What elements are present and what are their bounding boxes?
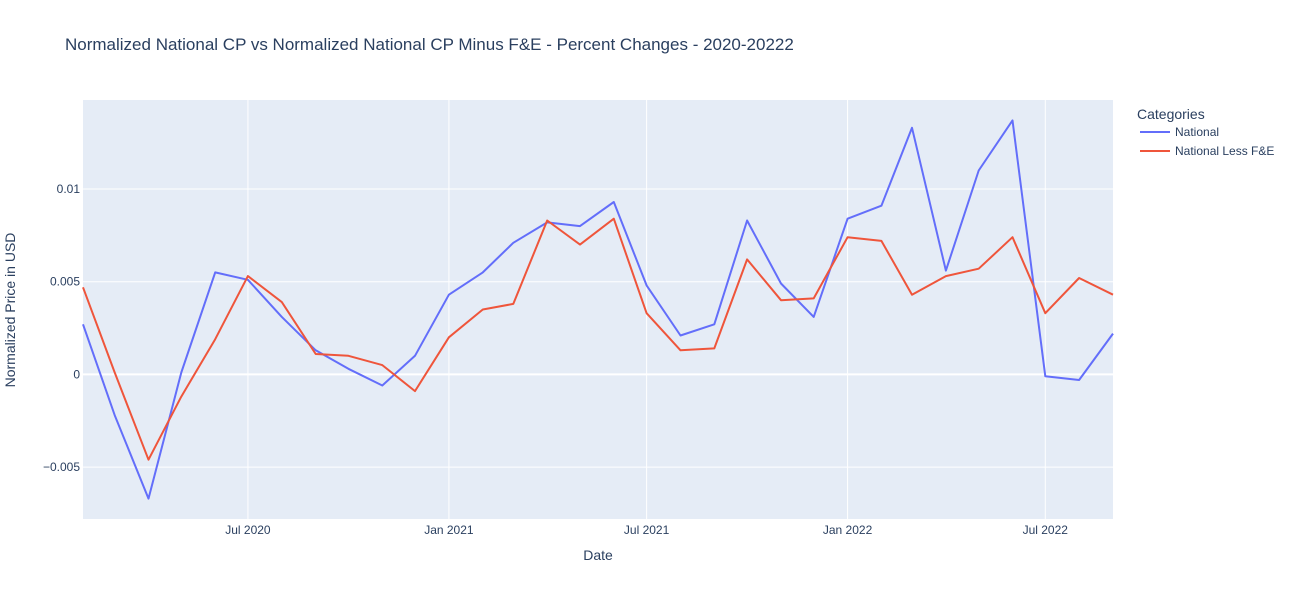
x-axis-label: Date (583, 547, 613, 563)
legend-items: National National Less F&E (1140, 125, 1274, 158)
series-line-national (82, 119, 1114, 500)
legend-label: National (1175, 125, 1219, 139)
x-tick-label: Jul 2020 (225, 523, 271, 537)
chart-title: Normalized National CP vs Normalized Nat… (65, 35, 794, 54)
y-tick-label: 0 (73, 367, 80, 381)
x-axis-ticks: Jul 2020 Jan 2021 Jul 2021 Jan 2022 Jul 2022 (225, 523, 1068, 537)
x-tick-label: Jan 2021 (424, 523, 474, 537)
legend-item[interactable]: National (1140, 125, 1219, 139)
legend: Categories National National Less F&E (1137, 106, 1274, 158)
y-tick-label: 0.01 (57, 182, 81, 196)
y-axis-label: Normalized Price in USD (2, 233, 18, 388)
legend-title: Categories (1137, 106, 1205, 122)
legend-item[interactable]: National Less F&E (1140, 144, 1274, 158)
plot-area (83, 100, 1113, 519)
series-line-national-less-fe (82, 217, 1114, 461)
x-tick-label: Jul 2022 (1023, 523, 1069, 537)
y-tick-label: −0.005 (43, 460, 80, 474)
series-lines (82, 119, 1114, 500)
x-tick-label: Jul 2021 (624, 523, 670, 537)
y-tick-label: 0.005 (50, 275, 80, 289)
x-tick-label: Jan 2022 (823, 523, 873, 537)
y-axis-ticks: −0.005 0 0.005 0.01 (43, 182, 80, 474)
legend-label: National Less F&E (1175, 144, 1274, 158)
